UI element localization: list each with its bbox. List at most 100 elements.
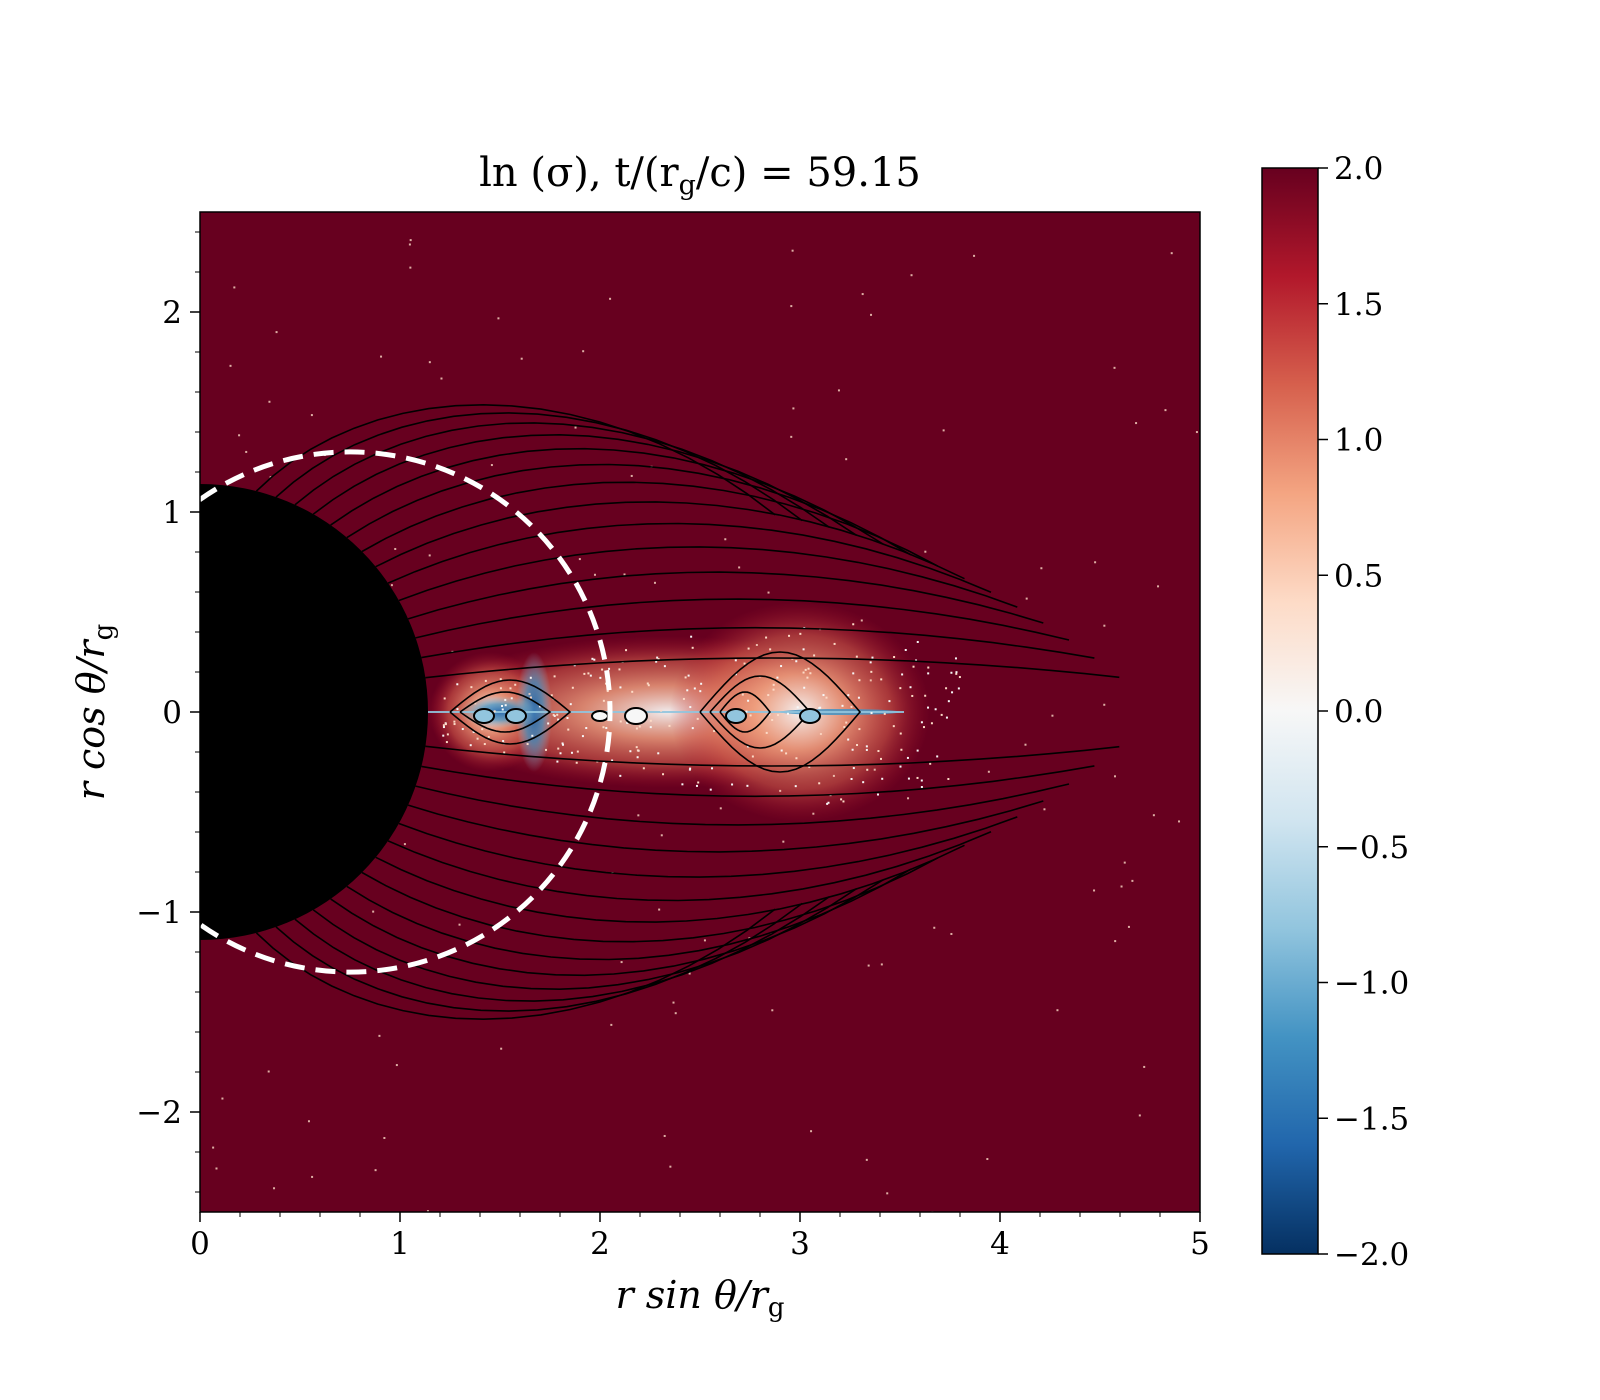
speckle [767,591,770,594]
speckle [850,777,853,780]
speckle [514,683,517,686]
speckle [642,767,645,770]
speckle [922,726,925,729]
speckle [845,458,848,461]
title-lhs: ln (σ), t/(r [479,150,679,196]
speckle [794,785,797,788]
speckle [924,694,927,697]
speckle [871,656,874,659]
x-axis: 0 1 2 3 4 5 [190,1212,1210,1262]
speckle [818,782,821,785]
speckle [856,743,859,746]
speckle [955,671,958,674]
speckle [428,554,431,557]
speckle [852,767,855,770]
speckle [593,658,596,661]
speckle [408,243,411,246]
speckle [751,755,754,758]
speckle [1051,714,1054,717]
speckle [619,774,622,777]
colorbar-tick-label: −1.5 [1334,1101,1409,1137]
speckle [1094,561,1097,564]
plasmoid [591,710,609,722]
speckle [649,719,652,722]
speckle [378,1034,381,1037]
speckle [862,781,865,784]
speckle [1127,925,1130,928]
speckle [593,573,596,576]
magnetic-field-lines [255,403,1120,1021]
speckle [484,679,487,682]
speckle [587,672,590,675]
speckle [812,812,815,815]
speckle [636,756,639,759]
speckle [809,672,812,675]
speckle [790,435,793,438]
speckle [267,1070,270,1073]
speckle [780,665,783,668]
y-axis-label-main: r cos θ/r [69,638,113,801]
colorbar: 2.0 1.5 1.0 0.5 0.0 −0.5 −1.0 −1.5 −2.0 [1261,151,1409,1273]
speckle [850,705,853,708]
speckle [689,706,692,709]
field-line [699,651,862,773]
field-line [387,522,992,594]
speckle [481,728,484,731]
field-line [398,546,1018,608]
speckle [745,710,748,713]
speckle [806,676,809,679]
speckle [906,756,909,759]
speckle [803,686,806,689]
speckle [886,1192,889,1195]
speckle [663,665,666,668]
speckle [649,726,652,729]
field-line [255,403,776,516]
speckle [510,697,513,700]
speckle [490,464,493,467]
speckle [772,683,775,686]
speckle [786,712,789,715]
plasmoid [624,707,648,725]
speckle [832,774,835,777]
speckle [771,718,774,721]
speckle [957,687,960,690]
speckle [1164,409,1167,412]
speckle [802,671,805,674]
speckle [822,694,825,697]
speckle [813,654,816,657]
speckle [1040,567,1043,570]
speckle [561,743,564,746]
y-tick-label: 0 [162,695,182,731]
speckle [245,450,248,453]
speckle [713,730,716,733]
speckle [696,717,699,720]
speckle [771,1009,774,1012]
speckle [660,834,663,837]
speckle [238,434,241,437]
speckle [684,676,687,679]
speckle [747,699,750,702]
plasmoid [725,708,747,724]
speckle [307,1120,310,1123]
speckle [476,737,479,740]
speckle [947,700,950,703]
speckle [847,738,850,741]
speckle [1195,431,1198,434]
speckle [660,709,663,712]
speckle [942,429,945,432]
speckle [870,712,873,715]
speckle [669,1165,672,1168]
speckle [755,643,758,646]
speckle [428,361,431,364]
speckle [746,784,749,787]
field-line [275,902,803,1012]
speckle [790,305,793,308]
speckle [734,673,737,676]
speckle [444,723,447,726]
speckle [782,840,785,843]
speckle [799,632,802,635]
speckle [987,770,990,773]
speckle [796,706,799,709]
speckle [765,636,768,639]
speckle [916,640,919,643]
